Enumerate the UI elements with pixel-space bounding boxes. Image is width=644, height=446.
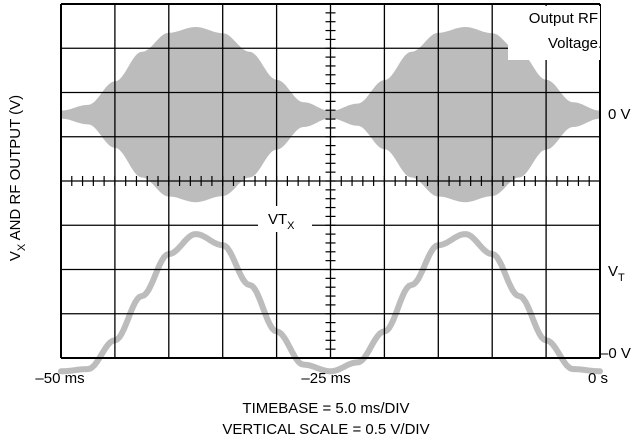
y-axis-label: VX AND RF OUTPUT (V) — [7, 95, 28, 261]
output-rf-label-line1: Output RF — [529, 10, 598, 27]
x-tick-label-left: –50 ms — [35, 370, 84, 387]
grid-layer — [60, 3, 601, 359]
neg-zero-volt-marker: –0 V — [600, 345, 631, 362]
vertical-scale-caption: VERTICAL SCALE = 0.5 V/DIV — [222, 421, 429, 438]
x-tick-label-center: –25 ms — [301, 370, 350, 387]
vtx-curve — [58, 231, 603, 375]
timebase-caption: TIMEBASE = 5.0 ms/DIV — [242, 400, 409, 417]
vtx-label-bg — [258, 206, 312, 232]
zero-volt-marker: 0 V — [608, 106, 631, 123]
output-rf-annotation-bg — [508, 6, 600, 60]
output-rf-label-line2: Voltage — [548, 35, 598, 52]
vtx-curve-layer — [58, 231, 603, 375]
x-tick-label-right: 0 s — [588, 370, 608, 387]
vtx-label: VTX — [268, 211, 295, 232]
output-rf-label-period: . — [598, 35, 602, 52]
vt-marker: VT — [608, 263, 625, 284]
